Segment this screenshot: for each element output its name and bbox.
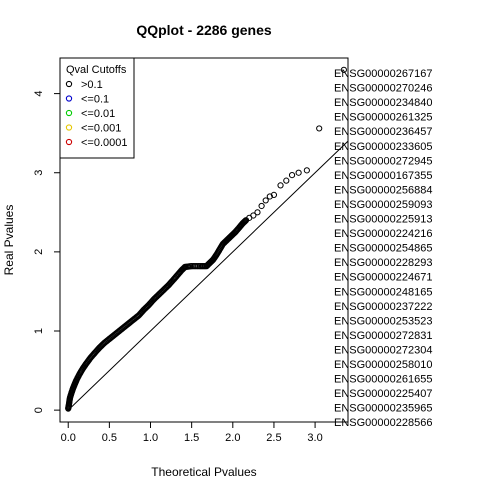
gene-label: ENSG00000234840 [334, 97, 432, 109]
y-axis-label: Real Pvalues [2, 205, 16, 276]
x-tick-label: 0.5 [102, 432, 117, 444]
x-tick-label: 2.5 [266, 432, 281, 444]
legend: Qval Cutoffs >0.1 <=0.1 <=0.01 <=0.001 <=0.0… [59, 57, 135, 159]
legend-entry-label: <=0.0001 [81, 137, 128, 149]
gene-label: ENSG00000248165 [334, 286, 432, 298]
y-tick-label: 0 [33, 407, 45, 413]
data-point [288, 172, 296, 179]
legend-marker [65, 80, 73, 88]
gene-label: ENSG00000270246 [334, 83, 432, 95]
gene-label: ENSG00000253523 [334, 315, 432, 327]
x-tick-label: 0.0 [61, 432, 76, 444]
legend-marker [65, 109, 73, 117]
data-point [254, 209, 261, 216]
data-point [340, 66, 347, 73]
gene-label-list: ENSG00000267167 ENSG00000270246 ENSG000002… [334, 68, 432, 429]
gene-label: ENSG00000236457 [334, 126, 432, 138]
gene-label: ENSG00000267167 [334, 68, 432, 80]
plot-region [65, 66, 349, 412]
gene-label: ENSG00000225913 [334, 214, 432, 226]
gene-label: ENSG00000237222 [334, 301, 432, 313]
legend-marker [65, 124, 73, 131]
gene-label: ENSG00000224671 [334, 272, 432, 284]
legend-entry-label: <=0.001 [81, 123, 121, 135]
gene-label: ENSG00000235965 [334, 403, 432, 415]
gene-label: ENSG00000254865 [334, 243, 432, 255]
gene-label: ENSG00000258010 [334, 359, 432, 371]
gene-label: ENSG00000272304 [334, 344, 432, 356]
data-point [270, 191, 278, 198]
plot-frame [59, 57, 349, 423]
y-tick-label: 4 [33, 91, 45, 97]
gene-label: ENSG00000224216 [334, 228, 432, 240]
data-point [316, 125, 323, 132]
gene-label: ENSG00000233605 [334, 141, 432, 153]
y-tick-label: 1 [33, 328, 45, 334]
y-tick-label: 2 [33, 249, 45, 255]
gene-label: ENSG00000259093 [334, 199, 432, 211]
data-point [241, 218, 248, 225]
legend-marker [65, 138, 73, 146]
x-tick-label: 1.0 [143, 432, 158, 444]
legend-entry-label: <=0.1 [81, 94, 109, 106]
x-tick-label: 3.0 [307, 432, 322, 444]
x-tick-label: 2.0 [225, 432, 240, 444]
reference-line [67, 140, 349, 411]
data-point [250, 212, 257, 219]
data-point [258, 202, 265, 210]
data-point [283, 177, 290, 184]
y-axis: 0 1 2 3 4 [33, 91, 60, 413]
data-point [277, 182, 284, 189]
gene-label: ENSG00000228293 [334, 257, 432, 269]
y-tick-label: 3 [33, 170, 45, 176]
legend-entry-label: >0.1 [81, 79, 103, 91]
gene-label: ENSG00000167355 [334, 170, 432, 182]
gene-label: ENSG00000228566 [334, 417, 432, 429]
data-point [295, 169, 302, 176]
legend-title: Qval Cutoffs [66, 64, 127, 76]
gene-label: ENSG00000225407 [334, 388, 432, 400]
x-axis-label: Theoretical Pvalues [151, 465, 256, 479]
data-point [262, 197, 269, 204]
legend-entry-label: <=0.01 [81, 108, 115, 120]
data-point [266, 193, 273, 200]
gene-label: ENSG00000256884 [334, 184, 432, 196]
gene-label: ENSG00000261655 [334, 374, 432, 386]
legend-box [59, 57, 135, 159]
gene-label: ENSG00000272831 [334, 330, 432, 342]
chart-title: QQplot - 2286 genes [136, 22, 272, 38]
gene-label: ENSG00000261325 [334, 112, 432, 124]
data-point [303, 167, 310, 174]
data-point [242, 217, 249, 224]
x-axis: 0.0 0.5 1.0 1.5 2.0 2.5 3.0 [61, 422, 323, 444]
x-tick-label: 1.5 [184, 432, 199, 444]
legend-marker [65, 95, 73, 102]
gene-label: ENSG00000272945 [334, 155, 432, 167]
